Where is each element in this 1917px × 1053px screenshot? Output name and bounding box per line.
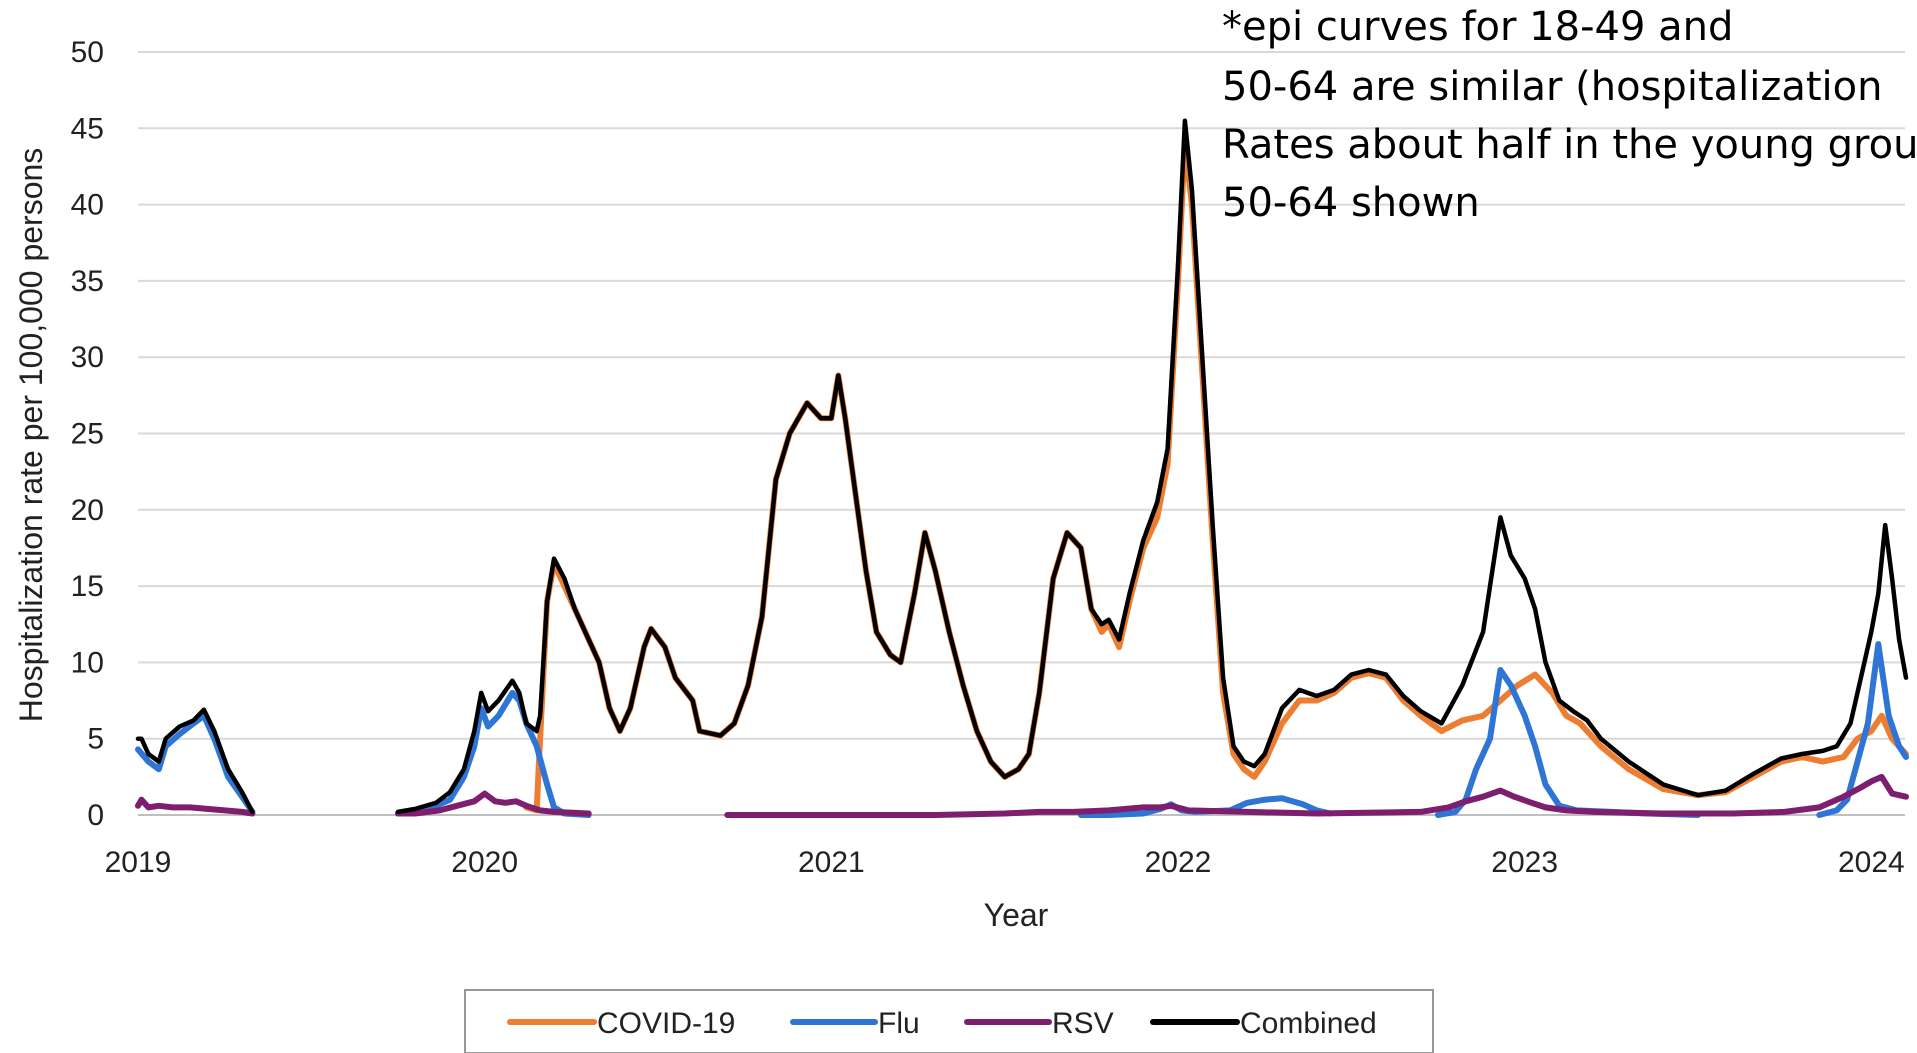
annotation-line-1: *epi curves for 18-49 and xyxy=(1222,4,1733,50)
legend: COVID-19 Flu RSV Combined xyxy=(464,989,1434,1053)
legend-label-rsv: RSV xyxy=(1052,1007,1114,1040)
y-tick-label: 0 xyxy=(87,799,104,832)
series-line-flu xyxy=(1816,641,1909,818)
y-tick-label: 25 xyxy=(71,418,104,451)
y-tick-label: 50 xyxy=(71,36,104,69)
series-line-flu xyxy=(395,689,592,818)
x-tick-label: 2024 xyxy=(1838,846,1905,879)
y-tick-label: 5 xyxy=(87,723,104,756)
x-tick-label: 2019 xyxy=(105,846,172,879)
series-line-flu xyxy=(1435,667,1701,818)
y-tick-label: 20 xyxy=(71,494,104,527)
series-line-rsv xyxy=(395,790,592,817)
series-line-covid-19 xyxy=(523,140,1909,814)
series-line-rsv xyxy=(724,773,1909,818)
y-tick-label: 45 xyxy=(71,112,104,145)
legend-label-combined: Combined xyxy=(1240,1007,1377,1040)
x-axis-ticks: 2019 2020 2021 2022 2023 2024 xyxy=(105,846,1905,879)
y-tick-label: 10 xyxy=(71,646,104,679)
legend-label-covid: COVID-19 xyxy=(597,1007,735,1040)
y-tick-label: 35 xyxy=(71,265,104,298)
x-tick-label: 2020 xyxy=(451,846,518,879)
series-line-combined xyxy=(395,118,1909,815)
y-tick-label: 40 xyxy=(71,189,104,222)
series-line-flu xyxy=(135,712,256,815)
y-tick-label: 15 xyxy=(71,570,104,603)
annotation-line-3: Rates about half in the young group xyxy=(1222,122,1917,168)
y-axis-title: Hospitalization rate per 100,000 persons xyxy=(13,148,49,723)
annotation: *epi curves for 18-49 and 50-64 are simi… xyxy=(1222,4,1917,226)
annotation-line-2: 50-64 are similar (hospitalization xyxy=(1222,64,1883,110)
legend-box xyxy=(464,989,1434,1053)
gridlines xyxy=(138,51,1905,816)
series-line-combined xyxy=(135,707,255,815)
x-tick-label: 2023 xyxy=(1491,846,1558,879)
series-lines xyxy=(135,118,1909,818)
legend-label-flu: Flu xyxy=(878,1007,920,1040)
x-axis-title: Year xyxy=(984,897,1049,933)
series-line-rsv xyxy=(135,796,256,817)
x-tick-label: 2022 xyxy=(1145,846,1212,879)
annotation-line-4: 50-64 shown xyxy=(1222,180,1480,226)
y-axis-ticks: 0 5 10 15 20 25 30 35 40 45 50 xyxy=(71,36,104,832)
y-tick-label: 30 xyxy=(71,341,104,374)
x-tick-label: 2021 xyxy=(798,846,865,879)
